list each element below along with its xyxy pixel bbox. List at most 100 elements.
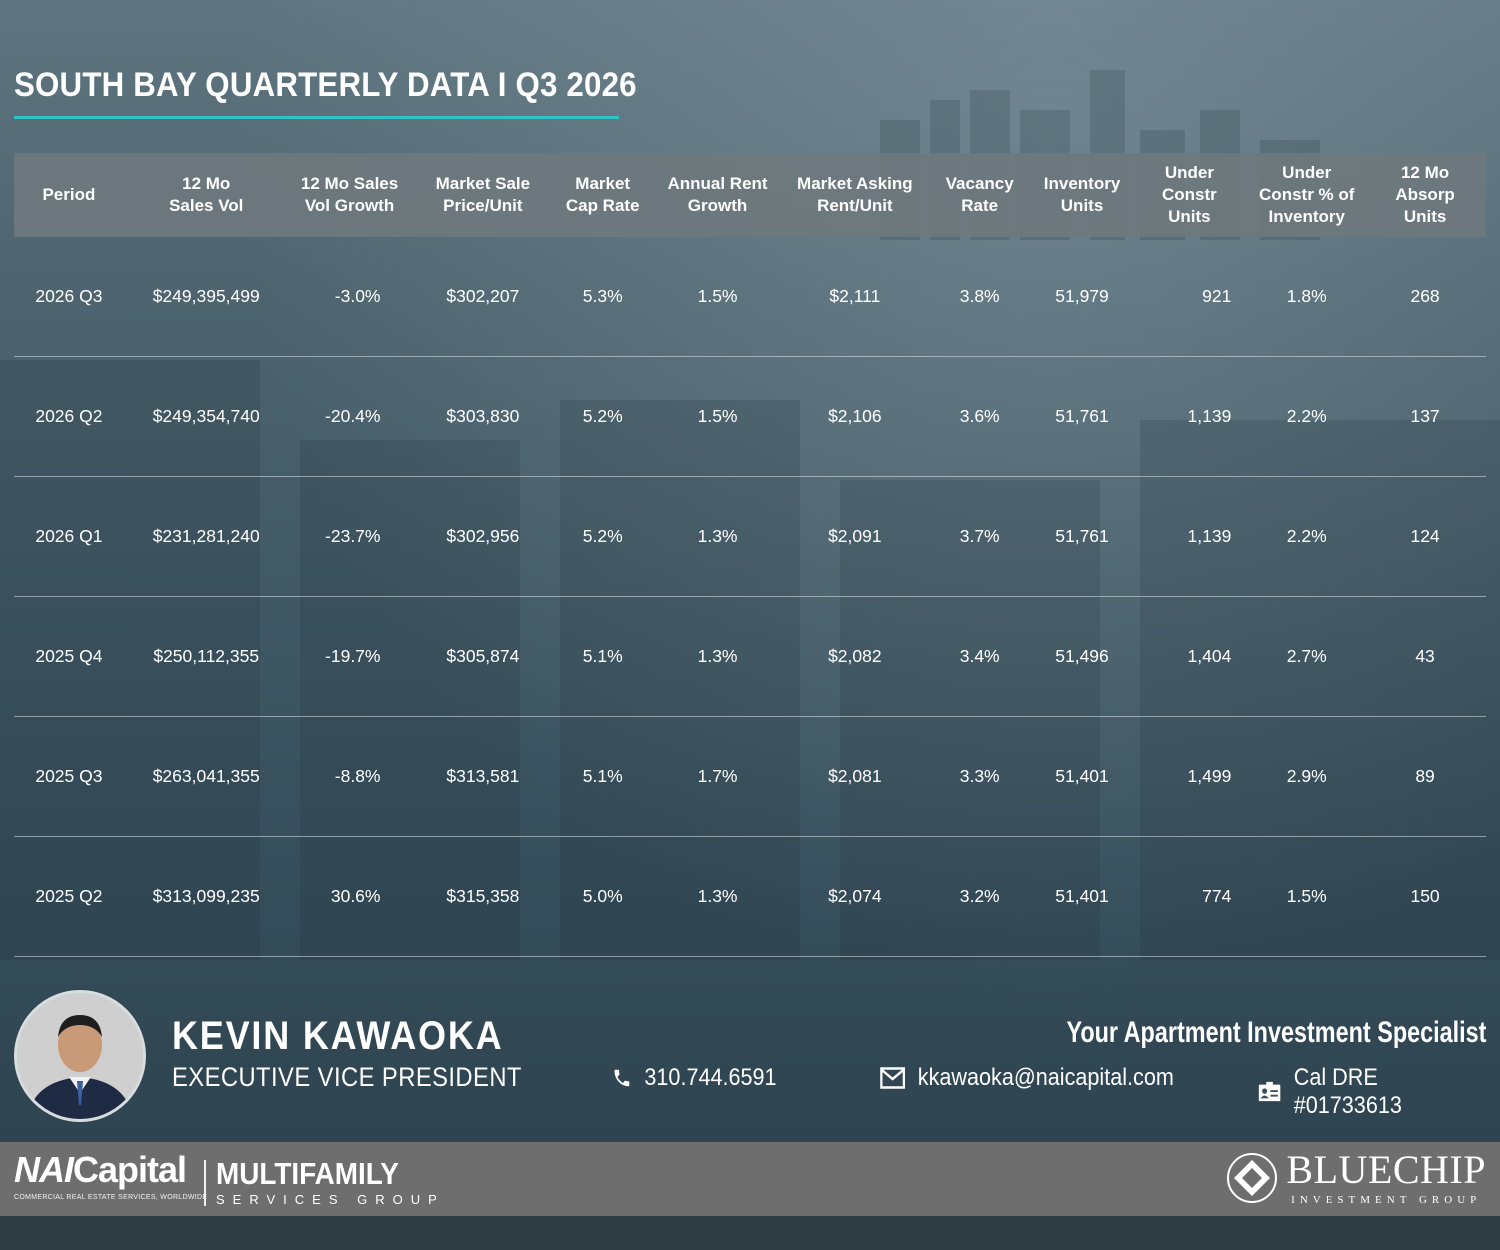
multifamily-logo-subtitle: SERVICES GROUP bbox=[216, 1192, 445, 1207]
bluechip-logo-subtitle: INVESTMENT GROUP bbox=[1291, 1194, 1482, 1206]
id-card-icon bbox=[1258, 1081, 1281, 1102]
column-header-asking-rent: Market Asking Rent/Unit bbox=[797, 174, 913, 215]
cell-sales-vol: $249,354,740 bbox=[152, 406, 260, 426]
cell-sale-price-unit: $315,358 bbox=[446, 886, 520, 906]
cell-sales-vol-growth: -20.4% bbox=[325, 406, 381, 426]
phone-contact[interactable]: 310.744.6591 bbox=[612, 1064, 777, 1092]
cell-under-constr-pct: 2.2% bbox=[1286, 526, 1327, 546]
cell-rent-growth: 1.7% bbox=[697, 766, 738, 786]
cell-asking-rent: $2,106 bbox=[828, 406, 882, 426]
cell-inventory: 51,761 bbox=[1055, 406, 1109, 426]
cell-inventory: 51,401 bbox=[1055, 886, 1109, 906]
cell-vacancy: 3.3% bbox=[959, 766, 1000, 786]
cell-under-constr-pct: 2.7% bbox=[1286, 646, 1327, 666]
cell-sales-vol-growth: -19.7% bbox=[325, 646, 381, 666]
cell-vacancy: 3.6% bbox=[959, 406, 1000, 426]
bluechip-logo: BLUECHIP INVESTMENT GROUP bbox=[1226, 1150, 1486, 1206]
logo-divider bbox=[204, 1160, 206, 1206]
cell-under-constr-pct: 2.2% bbox=[1286, 406, 1327, 426]
multifamily-logo-text: MULTIFAMILY bbox=[216, 1156, 399, 1191]
nai-capital-logo: NAICapital COMMERCIAL REAL ESTATE SERVIC… bbox=[14, 1149, 208, 1202]
cell-rent-growth: 1.3% bbox=[697, 646, 738, 666]
cell-under-constr: 921 bbox=[1202, 286, 1232, 306]
cell-sales-vol: $313,099,235 bbox=[152, 886, 260, 906]
cell-vacancy: 3.8% bbox=[959, 286, 1000, 306]
column-header-absorption: 12 Mo Absorp Units bbox=[1395, 163, 1455, 226]
cell-asking-rent: $2,091 bbox=[828, 526, 882, 546]
cell-absorption: 124 bbox=[1410, 526, 1440, 546]
cell-absorption: 150 bbox=[1410, 886, 1440, 906]
table-row: 2025 Q4 $250,112,355 -19.7% $305,874 5.1… bbox=[14, 597, 1486, 717]
cell-inventory: 51,979 bbox=[1055, 286, 1109, 306]
agent-tagline: Your Apartment Investment Specialist bbox=[1065, 1016, 1486, 1049]
column-header-under-constr-pct: Under Constr % of Inventory bbox=[1259, 163, 1355, 226]
table-row: 2026 Q1 $231,281,240 -23.7% $302,956 5.2… bbox=[14, 477, 1486, 597]
cell-sales-vol-growth: 30.6% bbox=[330, 886, 381, 906]
cell-inventory: 51,761 bbox=[1055, 526, 1109, 546]
cell-asking-rent: $2,111 bbox=[829, 286, 881, 306]
cell-period: 2025 Q4 bbox=[35, 646, 103, 666]
cell-vacancy: 3.2% bbox=[959, 886, 1000, 906]
table-row: 2025 Q2 $313,099,235 30.6% $315,358 5.0%… bbox=[14, 837, 1486, 957]
email-contact[interactable]: kkawaoka@naicapital.com bbox=[880, 1064, 1174, 1092]
cell-cap-rate: 5.0% bbox=[582, 886, 623, 906]
cell-cap-rate: 5.3% bbox=[582, 286, 623, 306]
cell-under-constr: 774 bbox=[1202, 886, 1232, 906]
cell-rent-growth: 1.5% bbox=[697, 286, 738, 306]
cell-sales-vol: $231,281,240 bbox=[152, 526, 260, 546]
envelope-icon bbox=[880, 1067, 905, 1089]
cell-under-constr: 1,139 bbox=[1187, 526, 1232, 546]
column-header-inventory: Inventory Units bbox=[1043, 174, 1121, 215]
column-header-sales-vol: 12 Mo Sales Vol bbox=[169, 174, 244, 215]
cell-inventory: 51,401 bbox=[1055, 766, 1109, 786]
cell-period: 2025 Q3 bbox=[35, 766, 103, 786]
email-address: kkawaoka@naicapital.com bbox=[917, 1064, 1174, 1091]
license-number: Cal DRE #01733613 bbox=[1293, 1064, 1402, 1119]
cell-absorption: 137 bbox=[1410, 406, 1440, 426]
cell-sales-vol-growth: -23.7% bbox=[325, 526, 381, 546]
cell-cap-rate: 5.2% bbox=[582, 526, 623, 546]
nai-logo-text: Capital bbox=[73, 1149, 187, 1190]
cell-sales-vol: $250,112,355 bbox=[153, 646, 260, 666]
column-header-cap-rate: Market Cap Rate bbox=[565, 174, 640, 215]
cell-absorption: 268 bbox=[1410, 286, 1440, 306]
cell-asking-rent: $2,074 bbox=[828, 886, 882, 906]
cell-asking-rent: $2,082 bbox=[828, 646, 882, 666]
nai-logo-subtitle: COMMERCIAL REAL ESTATE SERVICES, WORLDWI… bbox=[14, 1194, 208, 1201]
agent-avatar bbox=[14, 990, 146, 1122]
cell-under-constr-pct: 1.8% bbox=[1286, 286, 1327, 306]
cell-sale-price-unit: $303,830 bbox=[446, 406, 520, 426]
cell-under-constr-pct: 1.5% bbox=[1286, 886, 1327, 906]
page-title: SOUTH BAY QUARTERLY DATA I Q3 2026 bbox=[14, 66, 637, 104]
cell-period: 2026 Q2 bbox=[35, 406, 103, 426]
cell-vacancy: 3.7% bbox=[959, 526, 1000, 546]
cell-cap-rate: 5.1% bbox=[582, 646, 623, 666]
cell-period: 2025 Q2 bbox=[35, 886, 103, 906]
phone-number: 310.744.6591 bbox=[644, 1064, 777, 1091]
column-header-rent-growth: Annual Rent Growth bbox=[667, 174, 768, 215]
cell-absorption: 43 bbox=[1415, 646, 1435, 666]
cell-cap-rate: 5.2% bbox=[582, 406, 623, 426]
cell-under-constr-pct: 2.9% bbox=[1286, 766, 1327, 786]
cell-sales-vol: $249,395,499 bbox=[152, 286, 260, 306]
cell-absorption: 89 bbox=[1415, 766, 1435, 786]
footer-strip bbox=[0, 1216, 1500, 1250]
cell-inventory: 51,496 bbox=[1055, 646, 1109, 666]
nai-logo-prefix: NAI bbox=[14, 1149, 74, 1190]
cell-sale-price-unit: $302,207 bbox=[446, 286, 520, 306]
column-header-under-constr: Under Constr Units bbox=[1162, 163, 1217, 226]
license-contact: Cal DRE #01733613 bbox=[1258, 1064, 1476, 1120]
bluechip-logo-text: BLUECHIP bbox=[1286, 1147, 1486, 1192]
table-header: Period 12 Mo Sales Vol 12 Mo Sales Vol G… bbox=[14, 153, 1486, 237]
cell-sale-price-unit: $302,956 bbox=[446, 526, 520, 546]
cell-under-constr: 1,139 bbox=[1187, 406, 1232, 426]
cell-sale-price-unit: $313,581 bbox=[446, 766, 520, 786]
cell-asking-rent: $2,081 bbox=[828, 766, 882, 786]
cell-rent-growth: 1.3% bbox=[697, 886, 738, 906]
table-row: 2025 Q3 $263,041,355 -8.8% $313,581 5.1%… bbox=[14, 717, 1486, 837]
cell-sales-vol: $263,041,355 bbox=[152, 766, 260, 786]
agent-title: EXECUTIVE VICE PRESIDENT bbox=[172, 1062, 522, 1092]
cell-period: 2026 Q1 bbox=[35, 526, 103, 546]
cell-sales-vol-growth: -8.8% bbox=[334, 766, 381, 786]
column-header-period: Period bbox=[42, 185, 96, 204]
